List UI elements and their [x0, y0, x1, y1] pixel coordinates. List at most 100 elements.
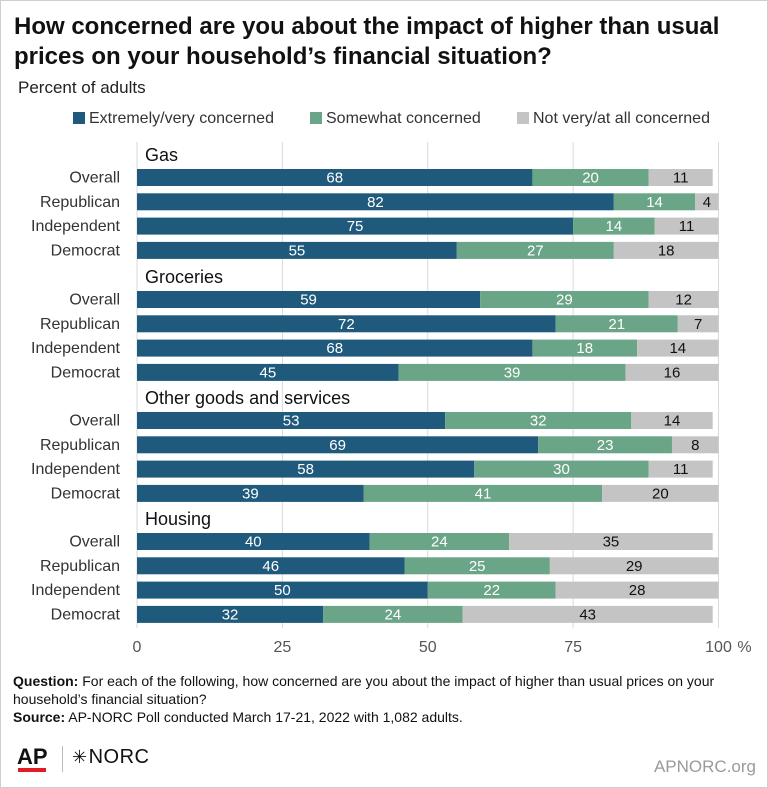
- logo-divider: [62, 746, 63, 772]
- bar-segment: [137, 217, 574, 235]
- legend-swatch-somewhat: [310, 112, 322, 124]
- x-tick-label: 50: [419, 639, 437, 656]
- bar-segment: [137, 193, 614, 211]
- data-label: 59: [300, 292, 317, 309]
- bar-segment: [137, 291, 481, 308]
- bar-segment: [613, 193, 696, 211]
- bar-segment: [648, 460, 713, 478]
- bar-segment: [363, 484, 603, 502]
- bar-segment: [671, 436, 719, 454]
- data-label: 28: [629, 582, 646, 599]
- legend-label-not: Not very/at all concerned: [533, 110, 710, 127]
- source-note: Source: AP-NORC Poll conducted March 17-…: [13, 708, 758, 726]
- row-label: Republican: [40, 437, 120, 454]
- row-label: Independent: [31, 582, 121, 599]
- bar-segment: [631, 412, 713, 429]
- row-label: Overall: [69, 534, 120, 551]
- data-label: 4: [703, 194, 711, 211]
- norc-logo: ✳NORC: [72, 746, 149, 769]
- ap-logo: AP: [17, 744, 48, 772]
- bar-segment: [445, 412, 632, 429]
- bar-segment: [538, 436, 672, 454]
- row-label: Democrat: [51, 485, 121, 502]
- bar-segment: [137, 533, 370, 550]
- data-label: 53: [283, 413, 300, 430]
- bar-segment: [648, 291, 719, 308]
- group-heading: Gas: [145, 145, 178, 165]
- bar-segment: [137, 412, 446, 429]
- data-label: 55: [289, 242, 306, 259]
- bar-segment: [137, 581, 428, 599]
- bar-segment: [625, 363, 719, 381]
- row-label: Overall: [69, 292, 120, 309]
- norc-star-icon: ✳: [72, 747, 88, 767]
- data-label: 75: [347, 218, 364, 235]
- data-label: 39: [504, 364, 521, 381]
- row-label: Independent: [31, 461, 121, 478]
- data-label: 20: [652, 485, 669, 502]
- row-label: Overall: [69, 170, 120, 187]
- row-label: Overall: [69, 413, 120, 430]
- bar-segment: [137, 169, 533, 186]
- bar-segment: [532, 169, 649, 186]
- legend: Extremely/very concerned Somewhat concer…: [0, 110, 768, 132]
- row-label: Republican: [40, 316, 120, 333]
- data-label: 18: [576, 340, 593, 357]
- row-label: Democrat: [51, 242, 121, 259]
- bar-segment: [474, 460, 649, 478]
- bar-segment: [613, 241, 719, 259]
- data-label: 11: [679, 218, 695, 235]
- data-label: 58: [297, 461, 314, 478]
- bar-segment: [532, 339, 638, 357]
- bar-segment: [555, 315, 678, 333]
- data-label: 8: [691, 437, 699, 454]
- x-tick-label: 0: [133, 639, 142, 656]
- data-label: 11: [673, 461, 689, 478]
- data-label: 14: [664, 413, 681, 430]
- data-label: 68: [326, 170, 343, 187]
- data-label: 29: [556, 292, 573, 309]
- bar-segment: [654, 217, 719, 235]
- bar-segment: [480, 291, 649, 308]
- data-label: 69: [329, 437, 346, 454]
- data-label: 43: [579, 606, 596, 623]
- data-label: 20: [582, 170, 599, 187]
- data-label: 7: [694, 316, 702, 333]
- bar-segment: [137, 315, 556, 333]
- row-label: Republican: [40, 194, 120, 211]
- bar-segment: [137, 557, 405, 575]
- question-label: Question:: [13, 673, 79, 689]
- legend-item-not: Not very/at all concerned: [517, 110, 710, 128]
- legend-item-extremely: Extremely/very concerned: [73, 110, 274, 128]
- norc-logo-text: NORC: [88, 746, 150, 768]
- row-label: Democrat: [51, 364, 121, 381]
- bar-segment: [404, 557, 550, 575]
- legend-swatch-not: [517, 112, 529, 124]
- bar-segment: [648, 169, 713, 186]
- data-label: 35: [603, 534, 620, 551]
- bar-segment: [695, 193, 719, 211]
- chart-title: How concerned are you about the impact o…: [14, 13, 720, 70]
- x-tick-label: 100: [705, 639, 732, 656]
- group-heading: Groceries: [145, 267, 223, 287]
- legend-label-extremely: Extremely/very concerned: [89, 110, 274, 127]
- row-label: Independent: [31, 218, 121, 235]
- bar-segment: [137, 363, 399, 381]
- bar-segment: [137, 241, 457, 259]
- bar-segment: [555, 581, 719, 599]
- bar-segment: [677, 315, 719, 333]
- data-label: 72: [338, 316, 355, 333]
- data-label: 11: [673, 170, 689, 187]
- bar-segment: [462, 605, 713, 623]
- data-label: 14: [669, 340, 686, 357]
- legend-label-somewhat: Somewhat concerned: [326, 110, 481, 127]
- data-label: 25: [469, 558, 486, 575]
- data-label: 82: [367, 194, 384, 211]
- bar-segment: [137, 460, 475, 478]
- data-label: 27: [527, 242, 544, 259]
- data-label: 18: [658, 242, 675, 259]
- x-unit-label: %: [737, 639, 751, 656]
- data-label: 50: [274, 582, 291, 599]
- source-text: AP-NORC Poll conducted March 17-21, 2022…: [68, 709, 463, 725]
